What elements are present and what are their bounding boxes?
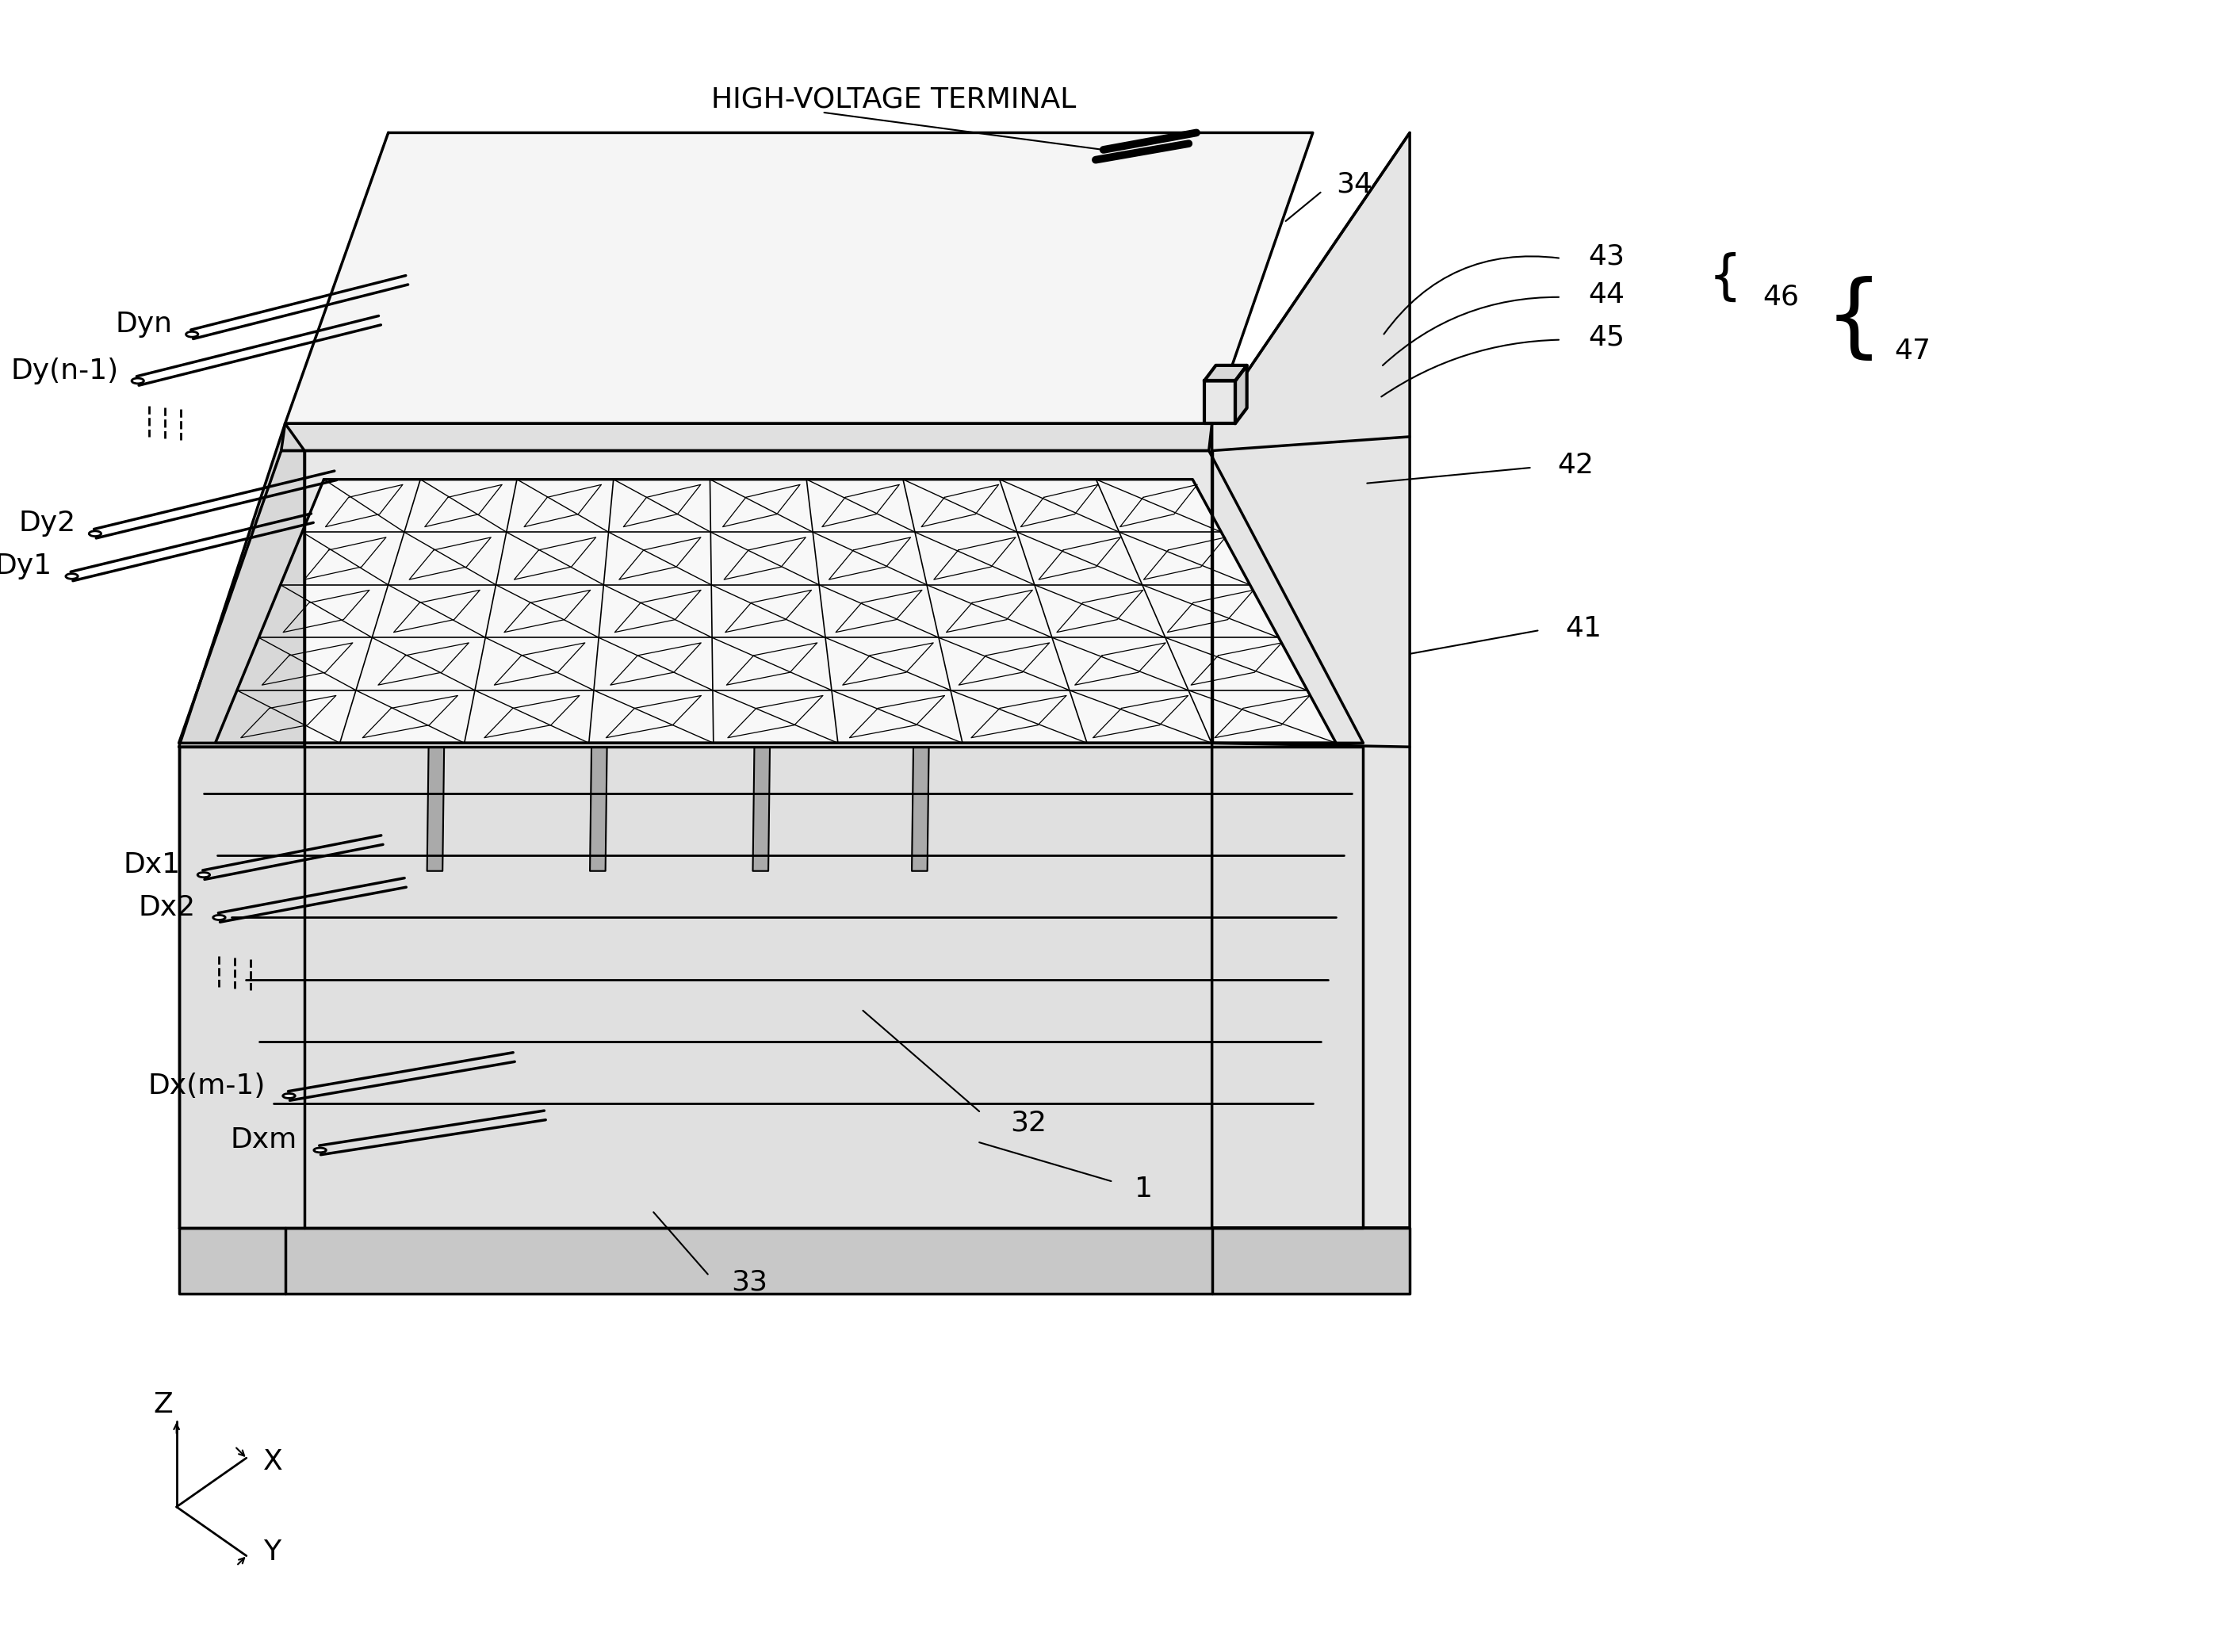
Text: 41: 41	[1564, 615, 1600, 641]
Text: 46: 46	[1763, 284, 1799, 311]
Text: 43: 43	[1589, 243, 1625, 271]
Polygon shape	[753, 747, 769, 871]
Text: Z: Z	[152, 1391, 172, 1417]
Text: HIGH-VOLTAGE TERMINAL: HIGH-VOLTAGE TERMINAL	[711, 86, 1077, 112]
Ellipse shape	[89, 530, 101, 537]
Polygon shape	[1205, 365, 1247, 382]
Text: 34: 34	[1337, 172, 1372, 198]
Polygon shape	[179, 451, 1363, 743]
Text: 1: 1	[1135, 1176, 1153, 1203]
Ellipse shape	[186, 332, 199, 337]
Text: Dx1: Dx1	[123, 851, 181, 879]
Text: 32: 32	[1010, 1110, 1046, 1137]
Text: Dy1: Dy1	[0, 553, 51, 580]
Text: Dx2: Dx2	[139, 894, 197, 920]
Text: 42: 42	[1558, 453, 1594, 479]
Polygon shape	[179, 423, 304, 747]
Polygon shape	[1236, 365, 1247, 423]
Ellipse shape	[313, 1148, 326, 1153]
Text: {: {	[1824, 276, 1882, 365]
Polygon shape	[1205, 382, 1236, 423]
Text: Dy2: Dy2	[18, 510, 76, 537]
Text: 44: 44	[1589, 281, 1625, 309]
Polygon shape	[590, 747, 608, 871]
Text: X: X	[264, 1449, 284, 1475]
Polygon shape	[282, 423, 1211, 451]
Text: 45: 45	[1589, 324, 1625, 350]
Polygon shape	[427, 747, 445, 871]
Polygon shape	[179, 1227, 1410, 1294]
Polygon shape	[215, 479, 1337, 743]
Polygon shape	[1211, 132, 1410, 1227]
Text: Dx(m-1): Dx(m-1)	[148, 1072, 266, 1099]
Text: {: {	[1708, 251, 1741, 304]
Ellipse shape	[132, 378, 143, 383]
Text: 47: 47	[1895, 339, 1931, 365]
Polygon shape	[282, 132, 1312, 451]
Ellipse shape	[284, 1094, 295, 1099]
Polygon shape	[912, 747, 930, 871]
Ellipse shape	[212, 915, 226, 920]
Text: 33: 33	[731, 1269, 767, 1295]
Ellipse shape	[197, 872, 210, 877]
Text: Y: Y	[264, 1538, 282, 1566]
Text: Dxm: Dxm	[230, 1127, 297, 1153]
Polygon shape	[286, 132, 1312, 423]
Polygon shape	[179, 747, 1363, 1227]
Text: Dy(n-1): Dy(n-1)	[11, 357, 118, 385]
Ellipse shape	[65, 573, 78, 578]
Text: Dyn: Dyn	[116, 311, 172, 337]
